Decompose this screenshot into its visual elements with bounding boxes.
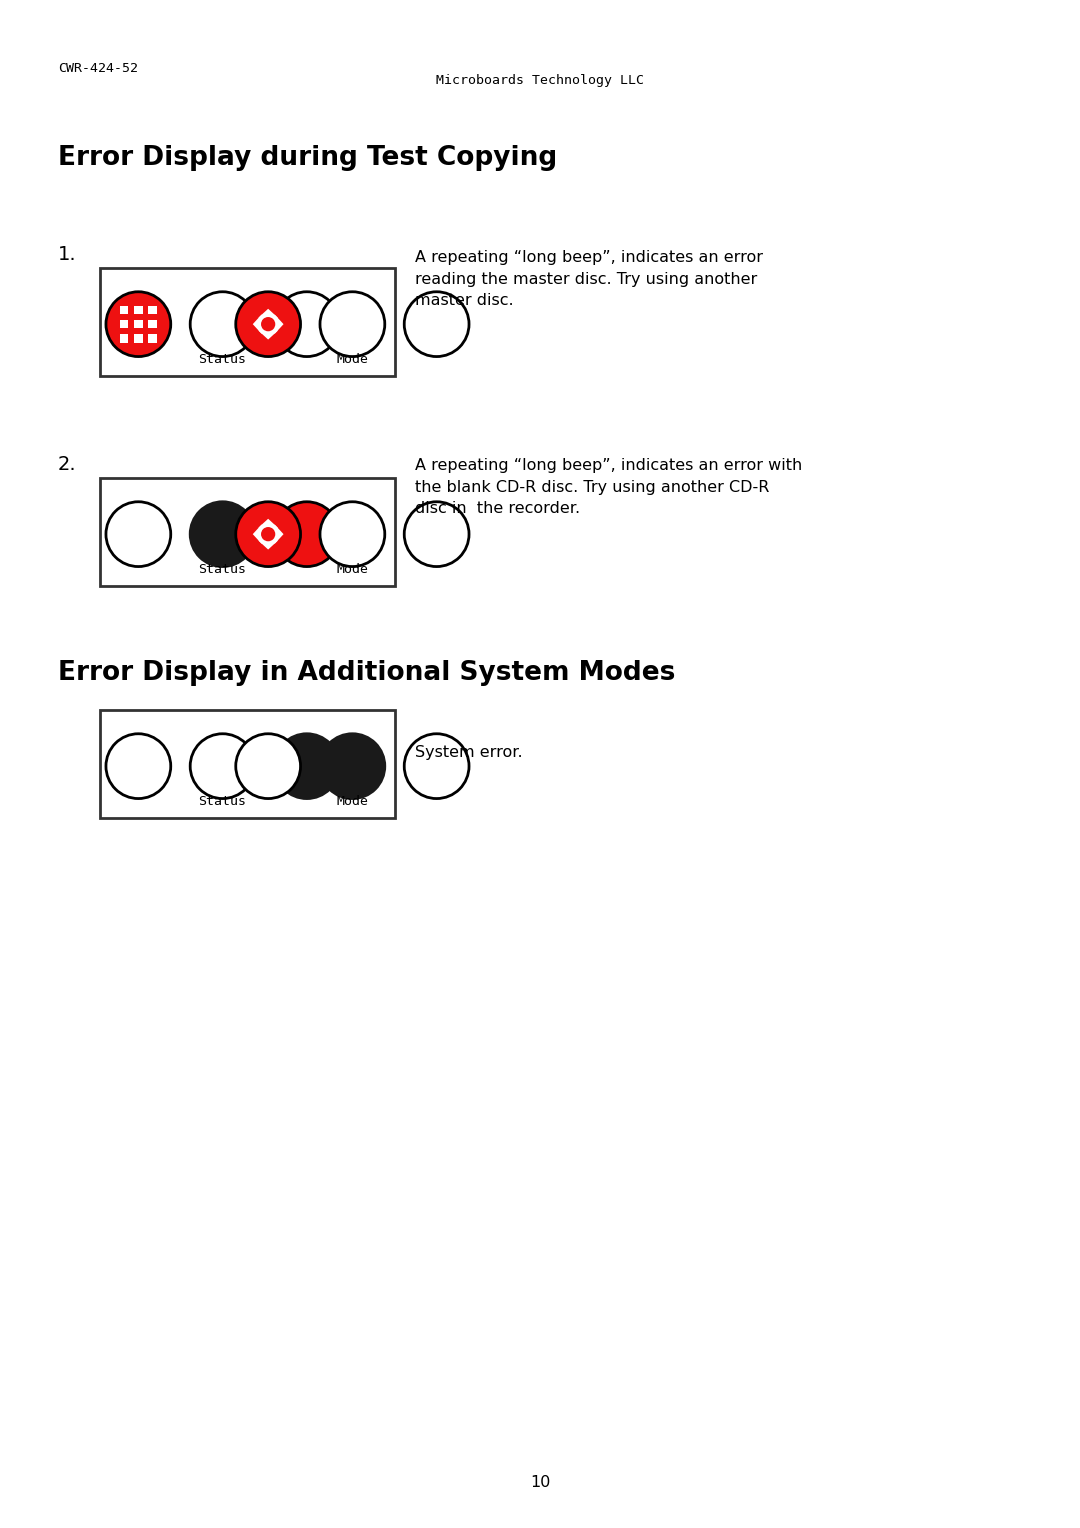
Text: Mode: Mode <box>336 795 368 808</box>
Bar <box>100 267 395 376</box>
Circle shape <box>261 316 275 332</box>
Bar <box>148 335 157 342</box>
Bar <box>134 306 143 315</box>
Polygon shape <box>258 535 278 550</box>
Text: CWR-424-52: CWR-424-52 <box>58 63 138 75</box>
Polygon shape <box>253 315 268 335</box>
Polygon shape <box>268 524 284 544</box>
Polygon shape <box>258 309 278 324</box>
Text: A repeating “long beep”, indicates an error
reading the master disc. Try using a: A repeating “long beep”, indicates an er… <box>415 251 762 309</box>
Circle shape <box>261 527 275 541</box>
Circle shape <box>404 501 469 567</box>
Circle shape <box>235 733 300 799</box>
Polygon shape <box>268 315 284 335</box>
Circle shape <box>274 733 339 799</box>
Text: A repeating “long beep”, indicates an error with
the blank CD-R disc. Try using : A repeating “long beep”, indicates an er… <box>415 458 802 516</box>
Circle shape <box>235 501 300 567</box>
Bar <box>134 335 143 342</box>
Bar <box>148 306 157 315</box>
Circle shape <box>106 733 171 799</box>
Circle shape <box>320 733 384 799</box>
Circle shape <box>404 733 469 799</box>
Text: 10: 10 <box>530 1475 550 1490</box>
Text: Status: Status <box>199 353 246 367</box>
Circle shape <box>404 292 469 356</box>
Text: Mode: Mode <box>336 564 368 576</box>
Text: Error Display in Additional System Modes: Error Display in Additional System Modes <box>58 660 675 686</box>
Circle shape <box>106 292 171 356</box>
Polygon shape <box>258 324 278 339</box>
Bar <box>120 306 129 315</box>
Text: Status: Status <box>199 564 246 576</box>
Circle shape <box>190 501 255 567</box>
Circle shape <box>190 733 255 799</box>
Polygon shape <box>253 524 268 544</box>
Text: 1.: 1. <box>58 244 77 264</box>
Bar <box>100 711 395 817</box>
Text: Mode: Mode <box>336 353 368 367</box>
Text: Error Display during Test Copying: Error Display during Test Copying <box>58 145 557 171</box>
Bar <box>120 335 129 342</box>
Text: Microboards Technology LLC: Microboards Technology LLC <box>436 73 644 87</box>
Bar <box>100 478 395 587</box>
Circle shape <box>274 501 339 567</box>
Circle shape <box>235 292 300 356</box>
Bar <box>134 319 143 329</box>
Circle shape <box>274 292 339 356</box>
Circle shape <box>320 501 384 567</box>
Bar <box>148 319 157 329</box>
Circle shape <box>190 292 255 356</box>
Polygon shape <box>258 520 278 535</box>
Circle shape <box>320 292 384 356</box>
Text: 2.: 2. <box>58 455 77 474</box>
Text: Status: Status <box>199 795 246 808</box>
Bar <box>120 319 129 329</box>
Circle shape <box>106 501 171 567</box>
Text: System error.: System error. <box>415 746 523 759</box>
